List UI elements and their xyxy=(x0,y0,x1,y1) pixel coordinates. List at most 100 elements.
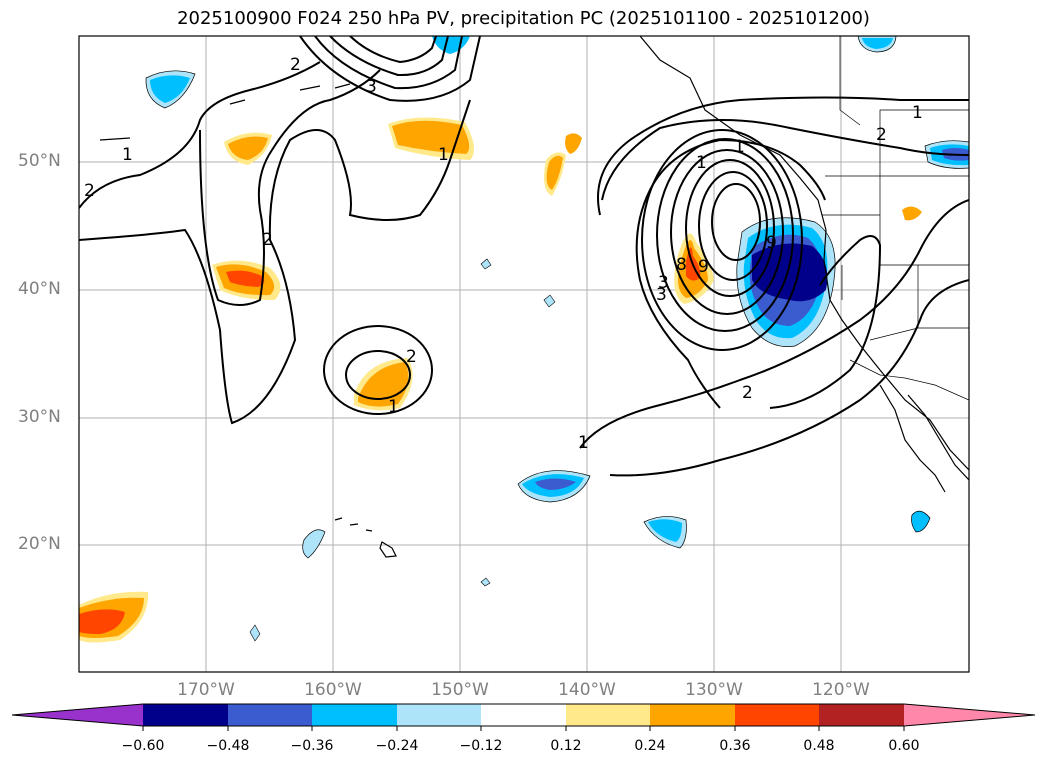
colorbar-segment-p048 xyxy=(819,704,904,726)
precip-neg-blob-20n-162w xyxy=(302,529,326,559)
pv-contour-small-ring-2 xyxy=(345,350,411,400)
pv-contour-central-1 xyxy=(79,99,471,425)
pv-contour-east-1 xyxy=(769,235,882,409)
contour-label: 1 xyxy=(912,103,923,123)
lon-label-170w: 170°W xyxy=(177,680,235,700)
contour-label: 2 xyxy=(84,181,95,201)
colorbar-segment-p012 xyxy=(566,704,650,726)
contour-label: 3 xyxy=(658,273,669,293)
contour-label: 2 xyxy=(290,55,301,75)
hawaii-islands xyxy=(334,517,397,558)
lon-label-150w: 150°W xyxy=(431,680,489,700)
precip-pos-blob-48n-142w-024 xyxy=(546,155,563,190)
precip-pos-blob-14n-178w-036 xyxy=(79,609,125,634)
colorbar xyxy=(11,703,1036,731)
contour-label: 1 xyxy=(388,397,399,417)
precip-neg-small-17n-148w xyxy=(480,577,491,587)
colorbar-segment-n024 xyxy=(397,704,481,726)
pv-contour-north-1 xyxy=(299,36,481,102)
precip-neg-small-39n-143w xyxy=(543,294,556,308)
pv-contour-small-ring-1 xyxy=(323,325,433,415)
precip-pos-blob-38n-168w-036 xyxy=(226,270,265,287)
precip-neg-blob-21n-134w-036 xyxy=(648,519,682,542)
colorbar-segment-n060 xyxy=(143,704,228,726)
pv-contour-trough-4 xyxy=(601,119,969,201)
coastline-north-america xyxy=(639,36,969,471)
contour-label: 2 xyxy=(876,125,887,145)
contour-label: 1 xyxy=(438,145,449,165)
lon-label-160w: 160°W xyxy=(304,680,362,700)
colorbar-tick-label: −0.36 xyxy=(290,738,334,754)
pv-contours xyxy=(79,36,969,477)
pv-contour-ring-3 xyxy=(670,149,784,315)
lat-label-30n: 30°N xyxy=(18,407,61,427)
contour-label: 1 xyxy=(578,433,589,453)
precip-neg-blob-25n-143w-048 xyxy=(535,478,576,490)
precip-pos-blob-51n-140w xyxy=(565,133,582,154)
coastline-alaska-islands xyxy=(99,83,351,141)
precip-pos-blob-48n-167w-024 xyxy=(228,136,268,160)
coastline-baja xyxy=(879,384,946,493)
lon-label-120w: 120°W xyxy=(812,680,870,700)
pv-contour-ring-5 xyxy=(698,171,768,281)
colorbar-over-extension xyxy=(904,704,1035,726)
colorbar-tick-label: −0.60 xyxy=(121,738,165,754)
contour-label: 3 xyxy=(656,285,667,305)
contour-label: 2 xyxy=(262,230,273,250)
contour-label: 2 xyxy=(742,383,753,403)
colorbar-segment-n036 xyxy=(312,704,397,726)
colorbar-tick-label: −0.12 xyxy=(459,738,503,754)
coastlines xyxy=(99,36,969,558)
colorbar-tick-label: −0.24 xyxy=(375,738,419,754)
precip-neg-blob-west-coast-060 xyxy=(752,243,828,302)
lat-label-40n: 40°N xyxy=(18,279,61,299)
pv-contour-ring-1 xyxy=(641,129,803,351)
pv-contour-trough-2 xyxy=(609,279,969,477)
precip-pos-blob-45n-115w xyxy=(902,206,922,221)
colorbar-segment-p036 xyxy=(735,704,819,726)
coastline-gulf-california xyxy=(907,394,969,481)
contour-label: 9 xyxy=(766,233,777,253)
pv-contour-north-3 xyxy=(329,36,449,77)
contour-label: 9 xyxy=(698,257,709,277)
contour-label: 2 xyxy=(406,347,417,367)
plot-frame xyxy=(78,35,970,673)
contour-label: 1 xyxy=(122,145,133,165)
colorbar-segment-n048 xyxy=(228,704,312,726)
colorbar-tick-label: 0.12 xyxy=(550,738,582,754)
colorbar-segment-p024 xyxy=(650,704,735,726)
pv-contour-ring-6 xyxy=(711,183,761,261)
colorbar-tick-label: 0.36 xyxy=(719,738,751,754)
pv-contour-central-3 xyxy=(199,69,381,306)
pv-contour-ring-2 xyxy=(656,138,794,332)
pv-contour-ring-4 xyxy=(685,159,775,297)
precip-neg-blob-56n-169w-036 xyxy=(150,75,190,103)
lon-label-130w: 130°W xyxy=(685,680,743,700)
precip-neg-small-13n-165w xyxy=(249,624,261,642)
contour-label: 8 xyxy=(676,255,687,275)
lat-label-50n: 50°N xyxy=(18,151,61,171)
colorbar-tick-label: 0.60 xyxy=(888,738,920,754)
plot-area xyxy=(79,36,969,672)
lat-label-20n: 20°N xyxy=(18,534,61,554)
pv-contour-trough-3 xyxy=(597,96,969,216)
contour-label: 1 xyxy=(696,153,707,173)
canada-province-line xyxy=(839,36,969,176)
colorbar-tick-label: 0.48 xyxy=(803,738,835,754)
precip-neg-blob-60n-118w-036 xyxy=(862,38,893,49)
pv-contour-central-2 xyxy=(79,61,321,209)
colorbar-under-extension xyxy=(12,704,143,726)
pv-contour-north-4 xyxy=(349,36,437,64)
precip-neg-blob-22n-114w xyxy=(911,510,931,533)
colorbar-tick-label: 0.24 xyxy=(634,738,666,754)
colorbar-segment-neutral xyxy=(481,704,566,726)
lon-label-140w: 140°W xyxy=(558,680,616,700)
pv-contour-north-2 xyxy=(314,36,463,90)
contour-label: 1 xyxy=(734,137,745,157)
colorbar-tick-label: −0.48 xyxy=(206,738,250,754)
pv-contour-trough-1 xyxy=(579,199,969,449)
precip-pos-blob-50n-153w-024 xyxy=(392,120,470,154)
contour-label: 3 xyxy=(366,77,377,97)
precip-neg-small-41n-148w xyxy=(480,258,492,270)
